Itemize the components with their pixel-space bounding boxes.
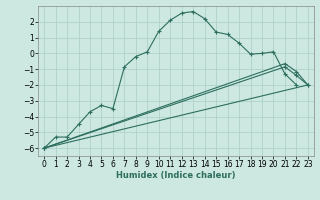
X-axis label: Humidex (Indice chaleur): Humidex (Indice chaleur): [116, 171, 236, 180]
